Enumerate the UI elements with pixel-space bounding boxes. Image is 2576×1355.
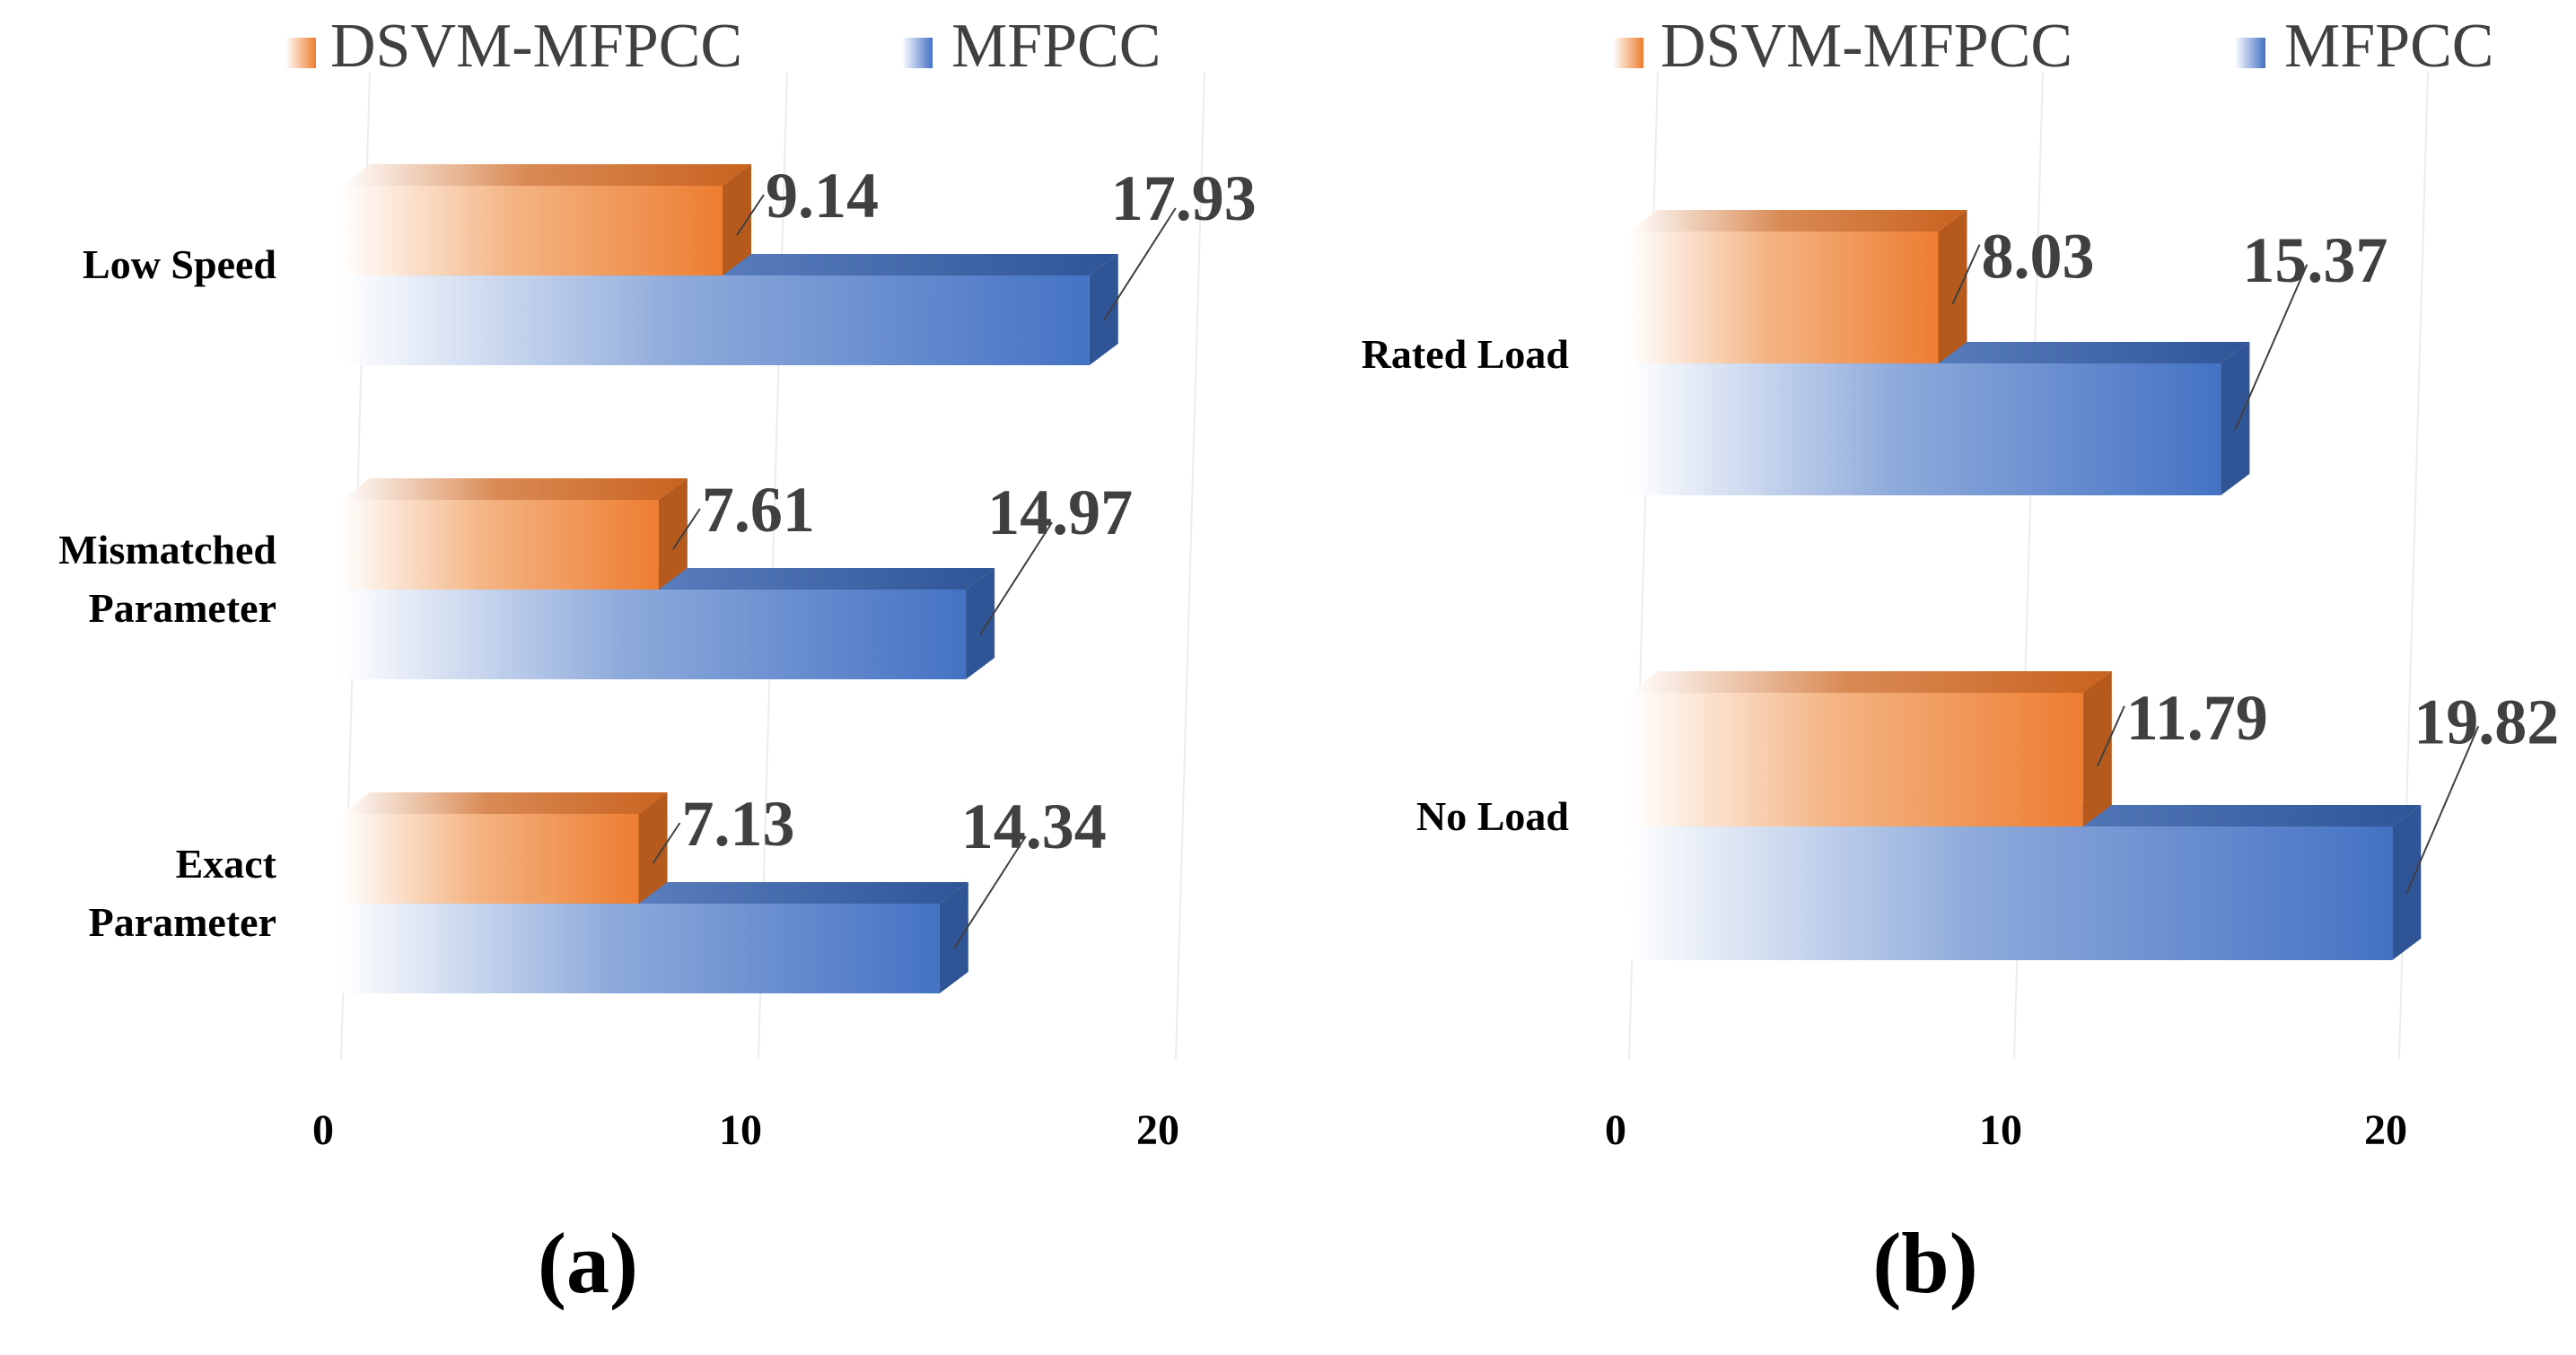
bar-side-face bbox=[658, 478, 688, 590]
bar-mfpcc-1 bbox=[1629, 805, 2422, 960]
bar-side-face bbox=[2392, 805, 2422, 960]
category-label-0: Rated Load bbox=[1362, 331, 1570, 377]
tick-label-0: 0 bbox=[1605, 1106, 1626, 1154]
bar-top-face bbox=[1629, 210, 1967, 232]
tick-label-10: 10 bbox=[1979, 1106, 2022, 1154]
bar-front-face bbox=[1629, 826, 2393, 960]
bar-side-face bbox=[966, 568, 995, 679]
data-label-leader bbox=[672, 508, 701, 550]
bar-front-face bbox=[341, 904, 940, 993]
data-label-dsvm-mfpcc-0: 9.14 bbox=[766, 160, 879, 232]
tick-label-20: 20 bbox=[1136, 1106, 1179, 1154]
bar-side-face bbox=[1938, 210, 1967, 363]
data-label-mfpcc-1: 19.82 bbox=[2414, 686, 2559, 758]
legend-label-mfpcc: MFPCC bbox=[951, 12, 1161, 81]
category-label-1: No Load bbox=[1416, 793, 1569, 839]
data-label-mfpcc-1: 14.97 bbox=[987, 476, 1133, 548]
data-label-mfpcc-0: 17.93 bbox=[1111, 162, 1257, 234]
bar-top-face bbox=[341, 478, 688, 500]
category-label-0: Low Speed bbox=[83, 241, 276, 287]
legend-label-mfpcc: MFPCC bbox=[2284, 12, 2493, 81]
category-label-1: Parameter bbox=[89, 585, 276, 631]
bar-front-face bbox=[341, 500, 659, 590]
bar-mfpcc-0 bbox=[1629, 342, 2250, 495]
data-label-mfpcc-2: 14.34 bbox=[961, 791, 1107, 862]
bar-dsvm-mfpcc-0 bbox=[341, 164, 752, 275]
legend-swatch-mfpcc bbox=[902, 38, 933, 68]
bar-side-face bbox=[723, 164, 752, 275]
data-label-leader bbox=[1102, 207, 1177, 321]
data-label-leader bbox=[652, 822, 681, 864]
bar-front-face bbox=[341, 275, 1090, 365]
bar-dsvm-mfpcc-2 bbox=[341, 792, 668, 904]
bar-side-face bbox=[2082, 671, 2112, 826]
data-label-leader bbox=[952, 835, 1027, 949]
data-label-dsvm-mfpcc-1: 11.79 bbox=[2126, 682, 2268, 754]
data-label-leader bbox=[2096, 705, 2125, 767]
bar-dsvm-mfpcc-1 bbox=[1629, 671, 2112, 826]
data-label-dsvm-mfpcc-0: 8.03 bbox=[1981, 220, 2094, 292]
bar-top-face bbox=[341, 164, 752, 186]
data-label-leader bbox=[736, 194, 765, 236]
legend-label-dsvm-mfpcc: DSVM-MFPCC bbox=[330, 12, 742, 81]
chart-panel-a: DSVM-MFPCC MFPCC 9.14 17.93 7.61 14.97 7.13 14.… bbox=[58, 12, 1256, 1311]
data-label-leader bbox=[979, 521, 1053, 635]
bar-front-face bbox=[1629, 693, 2083, 826]
bar-front-face bbox=[1629, 232, 1939, 363]
chart-panel-b: DSVM-MFPCC MFPCC 8.03 15.37 11.79 19.82 Rated … bbox=[1362, 12, 2560, 1311]
bar-dsvm-mfpcc-0 bbox=[1629, 210, 1967, 363]
data-label-mfpcc-0: 15.37 bbox=[2242, 224, 2388, 296]
data-label-leader bbox=[2234, 264, 2309, 430]
bar-side-face bbox=[638, 792, 668, 904]
bar-top-face bbox=[1629, 671, 2112, 693]
category-label-2: Parameter bbox=[89, 899, 276, 945]
bar-top-face bbox=[341, 792, 668, 814]
tick-label-20: 20 bbox=[2364, 1106, 2407, 1154]
bar-front-face bbox=[341, 590, 967, 679]
gridline-20 bbox=[1175, 71, 1205, 1060]
bar-dsvm-mfpcc-1 bbox=[341, 478, 688, 590]
bar-side-face bbox=[939, 882, 968, 993]
data-label-dsvm-mfpcc-2: 7.13 bbox=[682, 788, 795, 860]
bar-front-face bbox=[341, 186, 723, 275]
category-label-2: Exact bbox=[176, 841, 277, 887]
legend-label-dsvm-mfpcc: DSVM-MFPCC bbox=[1660, 12, 2072, 81]
data-label-leader bbox=[1951, 244, 1981, 305]
panel-label-a: (a) bbox=[538, 1215, 638, 1311]
bar-front-face bbox=[341, 814, 639, 904]
legend-swatch-mfpcc bbox=[2235, 38, 2265, 68]
tick-label-0: 0 bbox=[312, 1106, 334, 1154]
legend-swatch-dsvm-mfpcc bbox=[1613, 38, 1643, 68]
bar-front-face bbox=[1629, 363, 2221, 495]
tick-label-10: 10 bbox=[719, 1106, 762, 1154]
category-label-1: Mismatched bbox=[58, 527, 276, 573]
bar-side-face bbox=[1089, 254, 1118, 365]
panel-label-b: (b) bbox=[1872, 1215, 1977, 1311]
data-label-dsvm-mfpcc-1: 7.61 bbox=[702, 474, 815, 546]
legend-swatch-dsvm-mfpcc bbox=[285, 38, 316, 68]
bar-side-face bbox=[2221, 342, 2250, 495]
data-label-leader bbox=[2405, 725, 2480, 894]
